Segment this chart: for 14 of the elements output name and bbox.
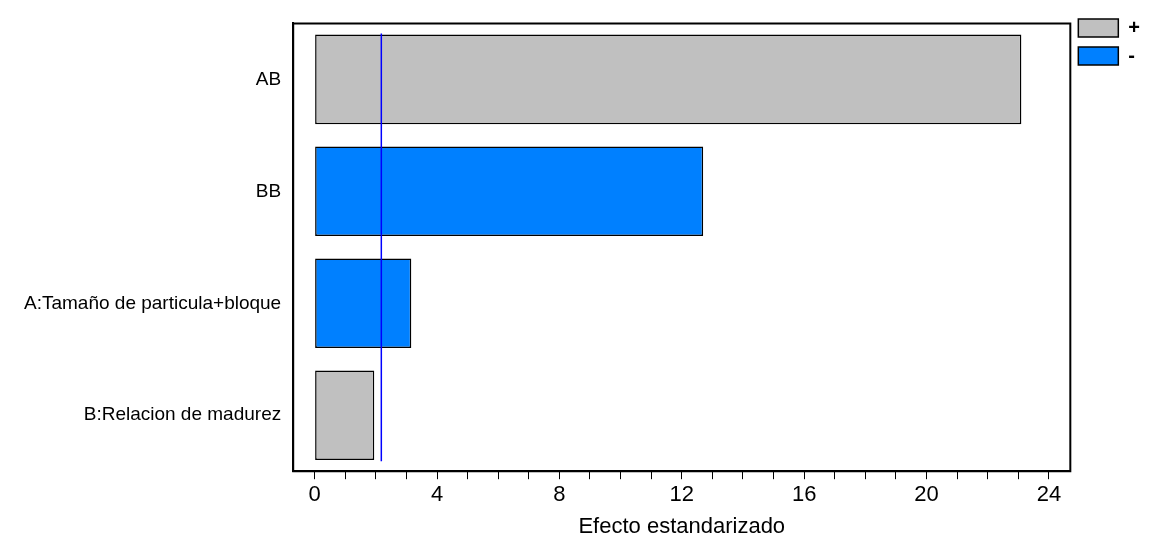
y-tick-label: AB <box>255 67 282 89</box>
x-tick-label: 0 <box>308 481 321 507</box>
x-tick-label: 4 <box>430 481 444 507</box>
x-tick-label: 20 <box>914 481 939 507</box>
y-tick-label: B:Relacion de madurez <box>83 403 282 425</box>
legend-label: - <box>1128 43 1135 66</box>
x-tick-label: 8 <box>553 481 566 507</box>
y-tick-label: BB <box>255 179 282 201</box>
y-tick-label: A:Tamaño de particula+bloque <box>23 291 282 313</box>
x-tick-label: 16 <box>791 481 817 507</box>
x-tick-label: 24 <box>1036 481 1062 507</box>
x-tick-label: 12 <box>669 481 694 507</box>
x-axis-title: Efecto estandarizado <box>578 512 786 538</box>
legend-label: + <box>1128 15 1141 38</box>
